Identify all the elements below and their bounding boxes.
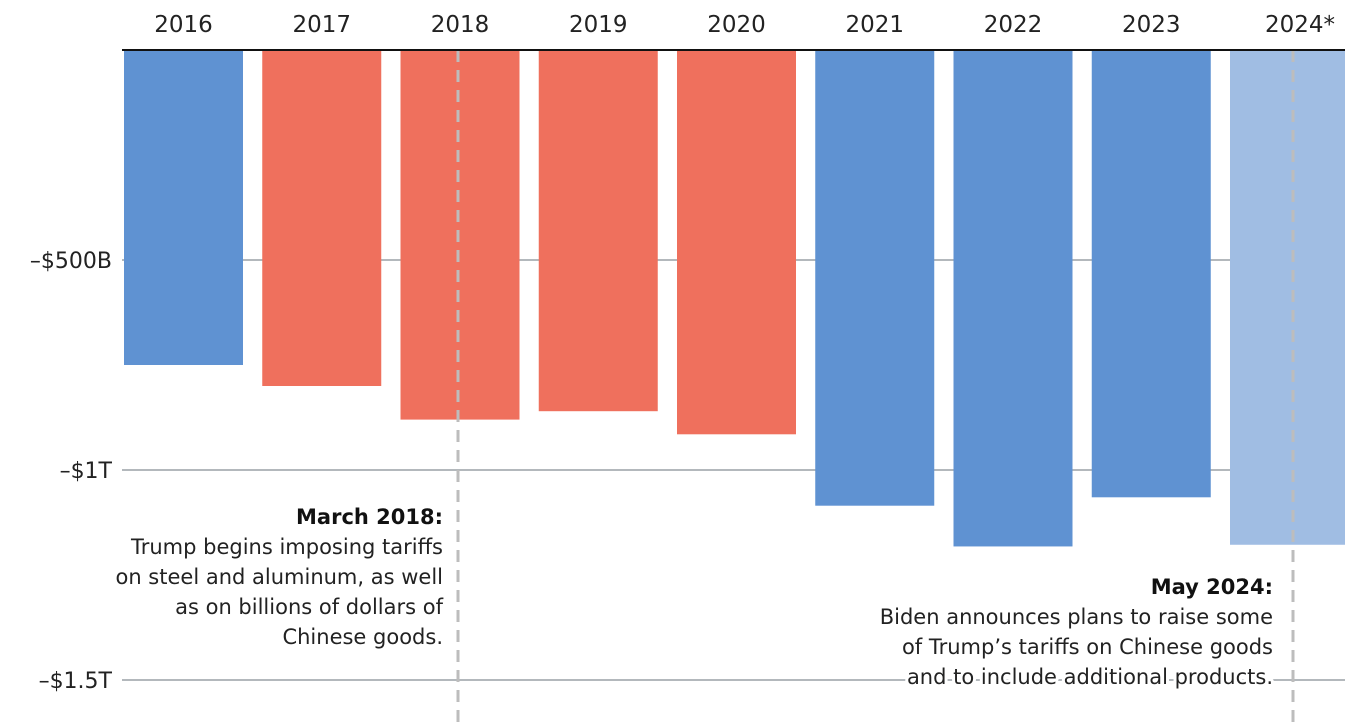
annotation-lines [456, 50, 1295, 728]
annotation-text-halo: on steel and aluminum, as well [115, 565, 443, 589]
annotation-text: of Trump’s tariffs on Chinese goods [902, 635, 1273, 659]
annotation-text: and to include additional products. [907, 665, 1273, 689]
y-tick-labels: –$500B –$1T –$1.5T [30, 249, 113, 694]
y-tick-label: –$500B [30, 249, 112, 274]
x-tick-label: 2022 [984, 12, 1043, 38]
annotation-text-halo: and to include additional products. [907, 665, 1273, 689]
annotation-text: Trump begins imposing tariffs [130, 535, 443, 559]
annotation-text-halo: Trump begins imposing tariffs [130, 535, 443, 559]
annotation-text: Chinese goods. [282, 625, 443, 649]
x-tick-label: 2016 [154, 12, 213, 38]
annotation-text: Biden announces plans to raise some [880, 605, 1273, 629]
x-tick-label: 2018 [431, 12, 490, 38]
x-tick-label: 2017 [292, 12, 351, 38]
x-tick-label: 2021 [845, 12, 904, 38]
bar-2016 [124, 50, 243, 365]
bar-2018 [400, 50, 520, 420]
annotations: March 2018: Trump begins imposing tariffs… [112, 505, 1276, 692]
annotation-text-halo: as on billions of dollars of [175, 595, 443, 619]
x-tick-label: 2023 [1122, 12, 1181, 38]
annotation-text: on steel and aluminum, as well [115, 565, 443, 589]
bar-2021 [815, 50, 935, 506]
y-tick-label: –$1T [60, 459, 113, 484]
annotation-text-halo: of Trump’s tariffs on Chinese goods [902, 635, 1273, 659]
bar-2017 [262, 50, 382, 386]
bar-2020 [677, 50, 796, 435]
annotation-text-halo: Biden announces plans to raise some [880, 605, 1273, 629]
x-tick-label: 2024* [1265, 12, 1335, 38]
bar-2023 [1091, 50, 1211, 498]
y-tick-label: –$1.5T [39, 669, 113, 694]
annotation-title: March 2018: [296, 505, 443, 529]
annotation-title: May 2024: [1151, 575, 1273, 599]
bar-2022 [953, 50, 1073, 547]
bars [124, 50, 1345, 547]
x-tick-labels: 2016 2017 2018 2019 2020 2021 2022 2023 2024* [154, 12, 1335, 38]
bar-2024 [1230, 50, 1345, 545]
bar-2019 [538, 50, 658, 412]
x-tick-label: 2020 [707, 12, 766, 38]
annotation-text: as on billions of dollars of [175, 595, 443, 619]
annotation-text-halo: Chinese goods. [282, 625, 443, 649]
x-tick-label: 2019 [569, 12, 628, 38]
